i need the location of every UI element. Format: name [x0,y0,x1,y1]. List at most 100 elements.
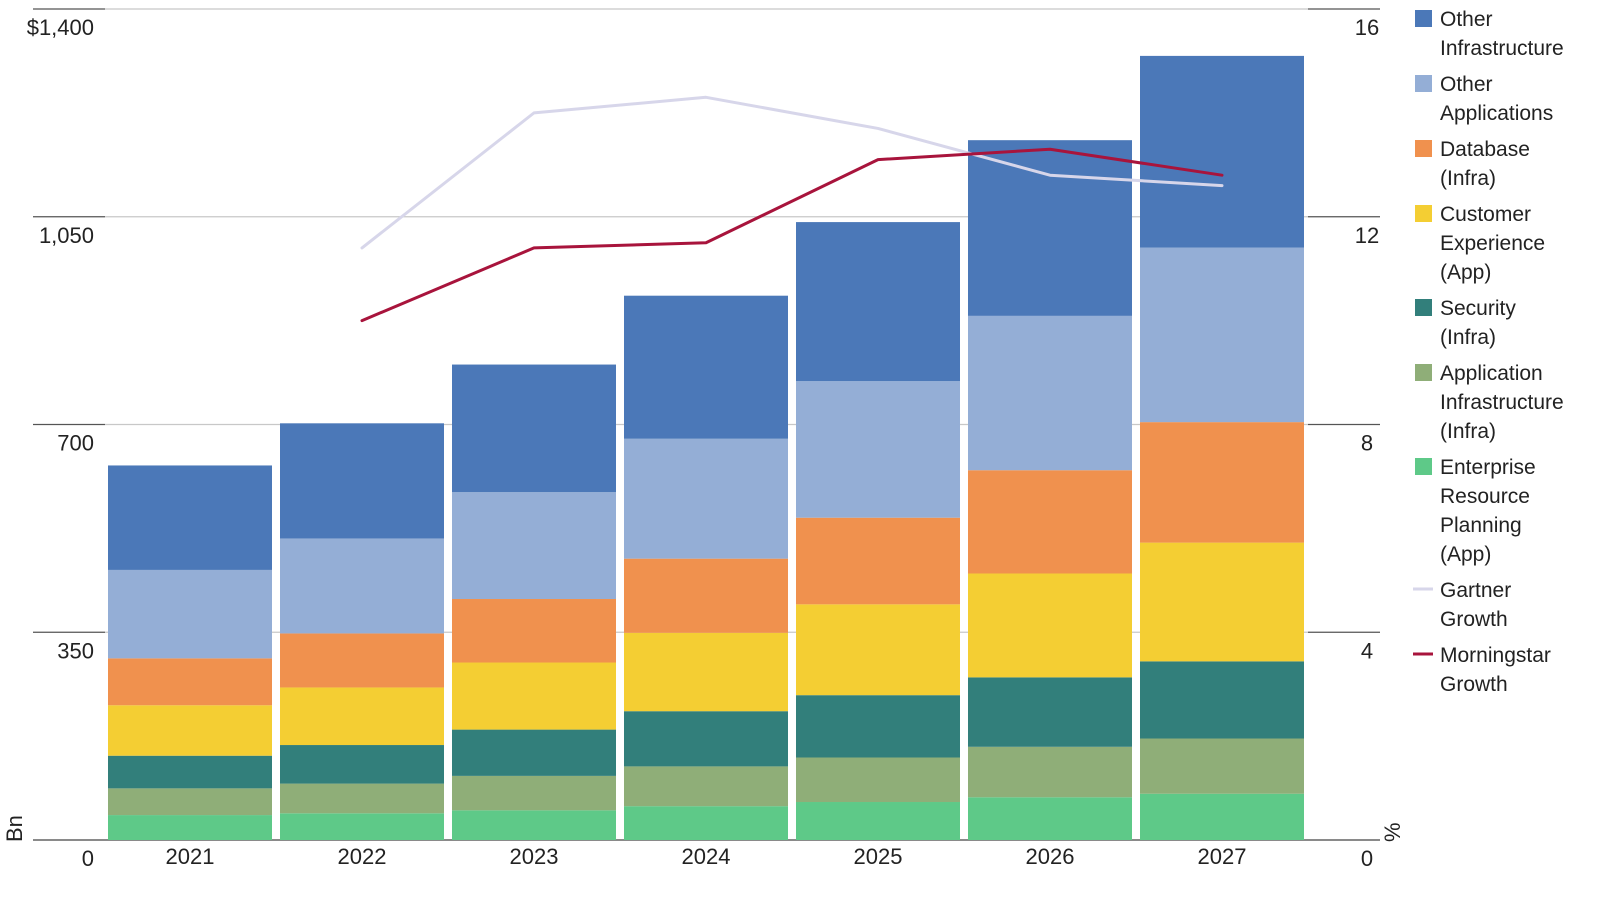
bar-segment [108,465,272,570]
bar-segment [968,315,1132,471]
legend-label: (App) [1440,261,1491,284]
bar-segment [624,766,788,807]
bar-segment [968,573,1132,678]
bar-segment [108,755,272,789]
legend-item: Customer Experience (App) [1415,203,1545,284]
bar-segment [796,802,960,840]
x-tick-label: 2023 [510,844,559,869]
y-right-axis-label: % [1380,822,1405,842]
y-left-tick-label: 1,050 [39,223,94,248]
bar-segment [452,599,616,663]
legend-label: Application [1440,362,1543,385]
legend-label: Experience [1440,232,1545,255]
x-tick-label: 2025 [854,844,903,869]
legend-swatch [1415,364,1432,381]
legend-label: Morningstar [1440,644,1551,667]
bar-segment [1140,542,1304,662]
bar-segment [796,757,960,803]
y-right-tick-label: 0 [1361,846,1373,871]
bar-segment [624,632,788,712]
legend-label: Gartner [1440,579,1511,602]
legend-label: Database [1440,138,1530,161]
y-left-tick-label: 0 [82,846,94,871]
legend-swatch [1415,299,1432,316]
bar-segment [796,381,960,518]
bar-segment [1140,247,1304,423]
bar-segment [108,658,272,706]
x-tick-label: 2024 [682,844,731,869]
legend-label: Other [1440,8,1493,31]
bar-segment [108,569,272,659]
bar-segment [452,775,616,811]
bar-segment [280,423,444,539]
bar-segment [796,517,960,605]
growth-line [360,95,1224,250]
bar-segment [452,662,616,730]
y-right-tick-label: 12 [1355,223,1379,248]
y-left-axis-label: Bn [2,815,27,842]
y-right-tick-label: 8 [1361,431,1373,456]
legend-swatch [1415,140,1432,157]
x-tick-label: 2022 [338,844,387,869]
bar-segment [108,705,272,756]
bar-segment [1140,422,1304,543]
legend-label: Security [1440,297,1516,320]
bar-segment [280,633,444,688]
bar-segment [624,558,788,633]
legend-swatch [1415,75,1432,92]
legend-item: Gartner Growth [1413,579,1511,631]
y-left-tick-label: $1,400 [27,15,94,40]
bar-segment [452,364,616,493]
bar-segment [624,806,788,840]
bar-segment [624,711,788,767]
bar-segment [624,295,788,439]
bar-segment [280,538,444,634]
bar-segment [452,492,616,600]
legend-label: (App) [1440,543,1491,566]
bar-segment [280,687,444,746]
legend-label: Growth [1440,673,1508,696]
bar-segment [968,746,1132,798]
legend-label: Other [1440,73,1493,96]
legend-item: Morningstar Growth [1413,644,1551,696]
legend-label: Resource [1440,485,1530,508]
growth-lines [360,95,1224,323]
legend-item: Other Infrastructure [1415,8,1564,60]
legend-item: Security (Infra) [1415,297,1516,349]
x-tick-label: 2026 [1026,844,1075,869]
bar-segment [1140,661,1304,739]
bar-segment [1140,55,1304,248]
legend-label: Infrastructure [1440,37,1564,60]
legend-label: (Infra) [1440,167,1496,190]
legend-item: Application Infrastructure (Infra) [1415,362,1564,443]
legend-label: Customer [1440,203,1531,226]
y-left-tick-label: 350 [57,638,94,663]
legend-item: Other Applications [1415,73,1553,125]
bar-segment [108,815,272,840]
legend-label: Infrastructure [1440,391,1564,414]
legend-label: Applications [1440,102,1553,125]
bar-segment [796,695,960,758]
bar-segment [968,797,1132,840]
x-tick-label: 2021 [166,844,215,869]
bar-segment [280,745,444,784]
bar-segment [452,810,616,840]
bar-segment [1140,793,1304,840]
y-right-tick-label: 4 [1361,638,1373,663]
legend-swatch [1415,10,1432,27]
bar-segment [968,470,1132,574]
legend-item: Enterprise Resource Planning (App) [1415,456,1536,566]
bar-segment [624,438,788,559]
legend-label: (Infra) [1440,420,1496,443]
bar-stacks [108,55,1304,840]
x-tick-label: 2027 [1198,844,1247,869]
legend-swatch [1415,458,1432,475]
legend-swatch [1415,205,1432,222]
bar-segment [452,729,616,776]
bar-segment [968,677,1132,747]
bar-segment [968,140,1132,316]
legend-label: Enterprise [1440,456,1536,479]
legend-label: Planning [1440,514,1522,537]
bar-segment [796,222,960,382]
